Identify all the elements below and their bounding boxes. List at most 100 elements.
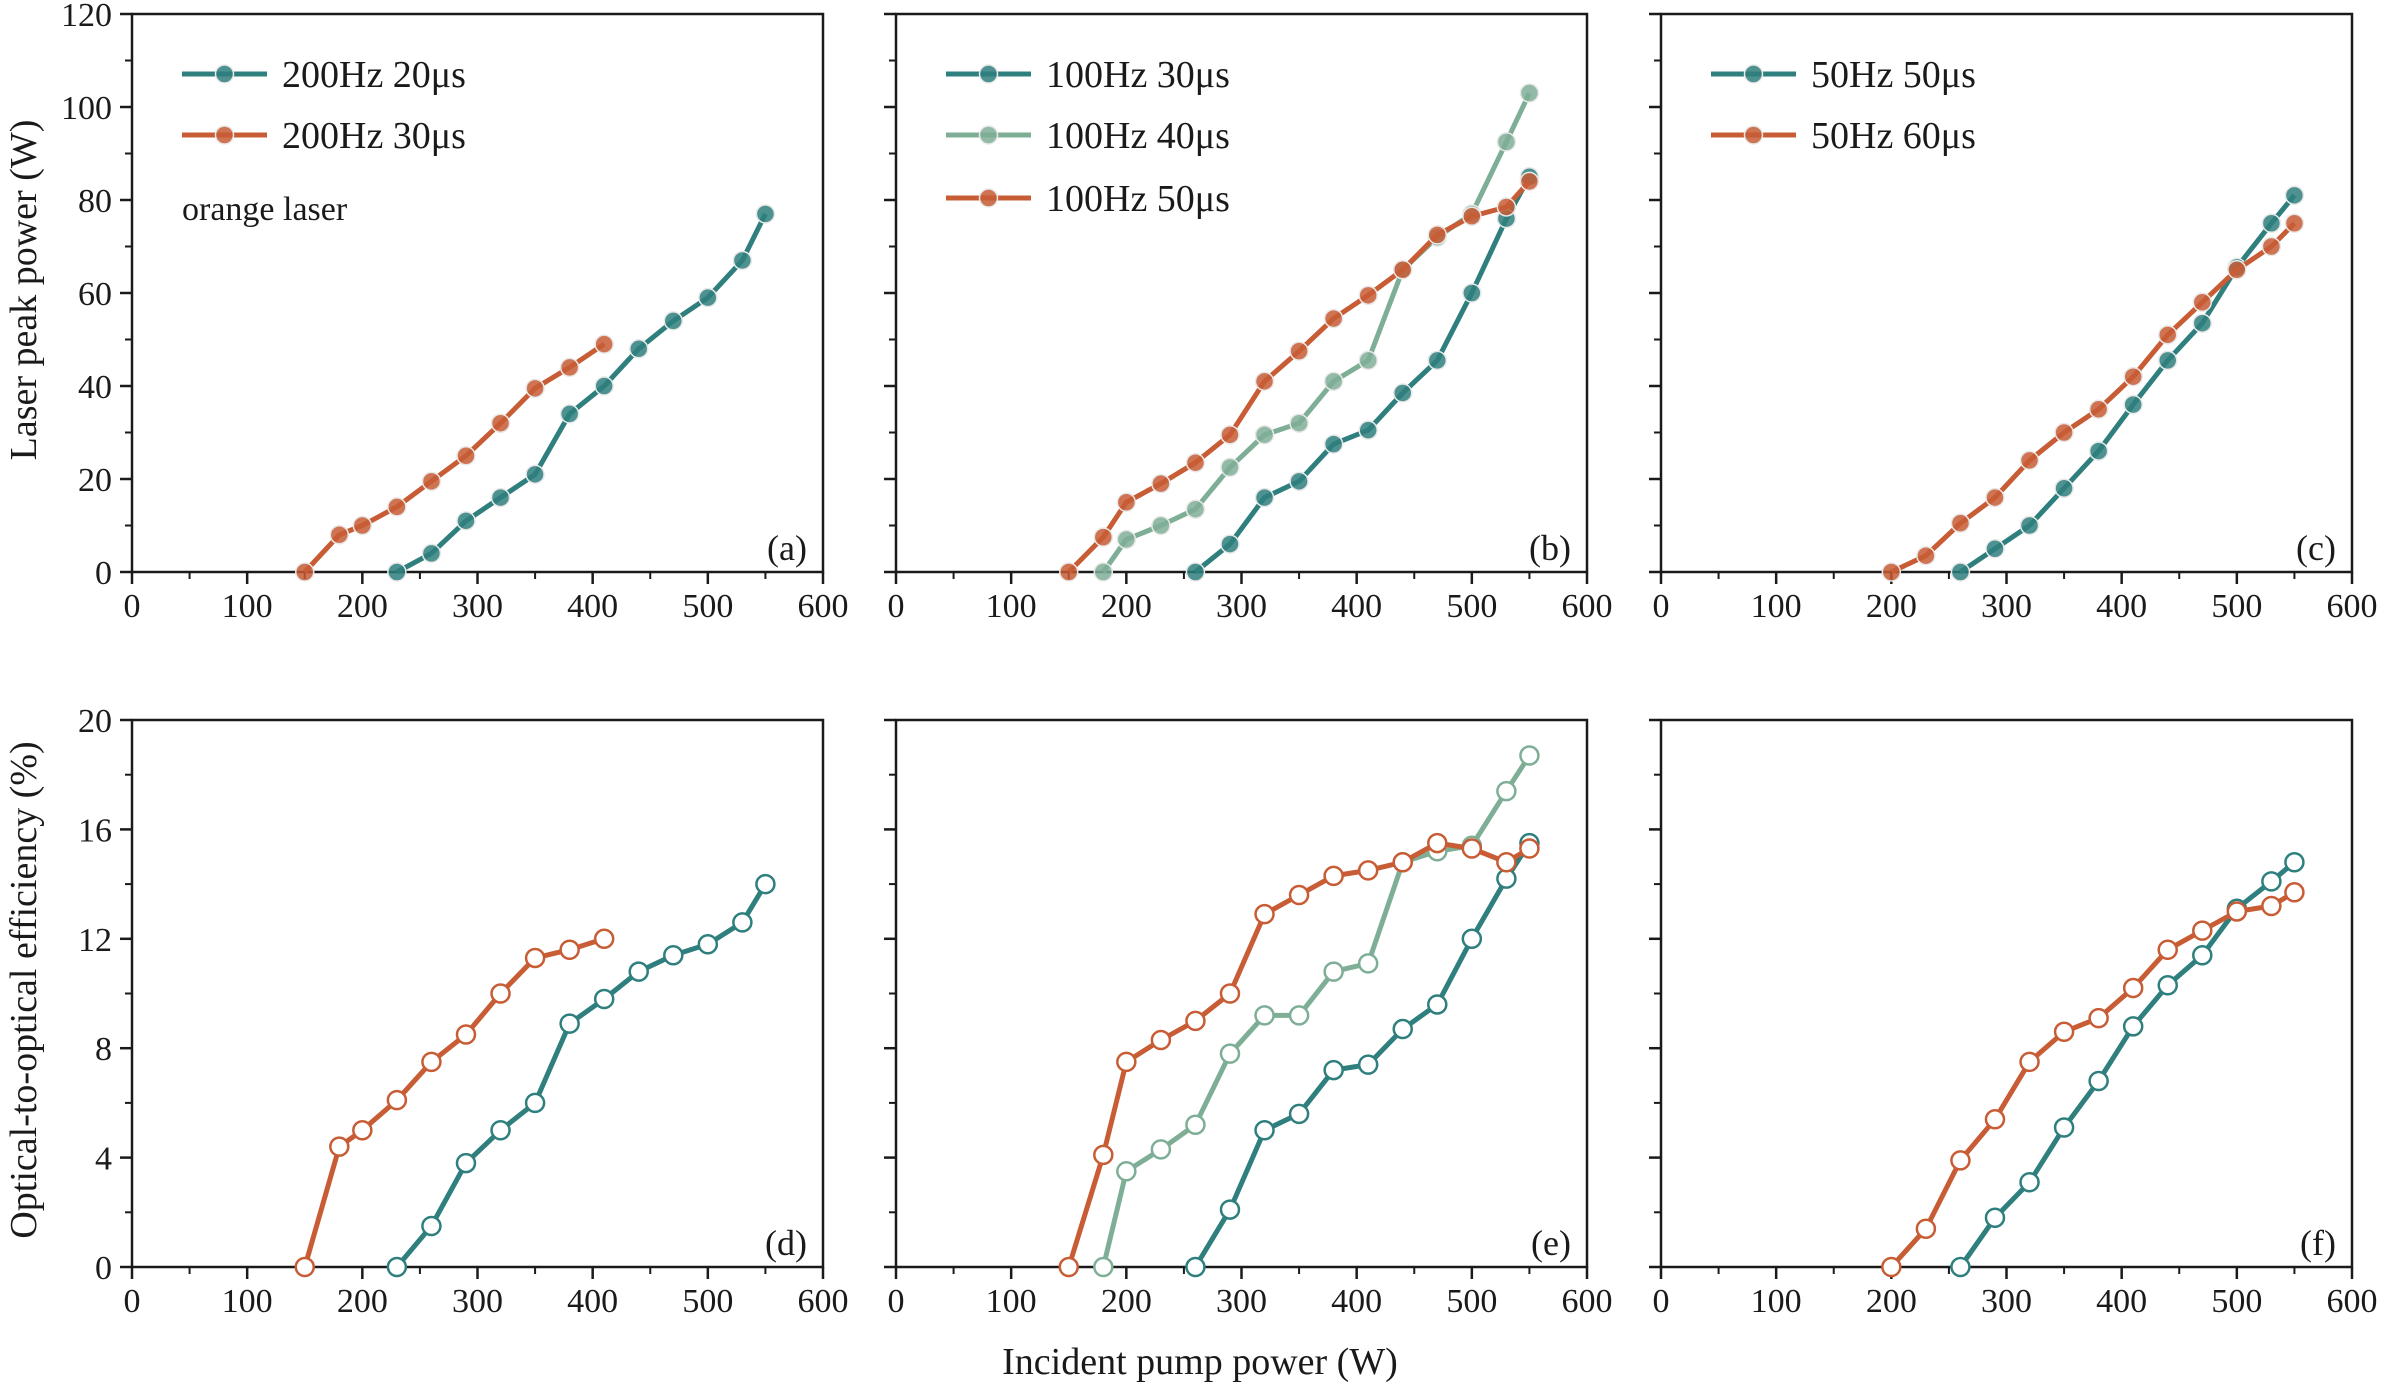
data-point bbox=[2157, 939, 2178, 960]
y-tick-label: 120 bbox=[61, 0, 112, 34]
legend: 100Hz 30μs 100Hz 40μs 100Hz 50μs bbox=[946, 54, 1230, 220]
x-tick-label: 500 bbox=[1446, 1283, 1497, 1320]
plot-frame bbox=[130, 12, 825, 574]
y-tick-label: 20 bbox=[78, 703, 112, 740]
data-point bbox=[1288, 1005, 1310, 1026]
legend-marker bbox=[214, 125, 235, 145]
data-point bbox=[1185, 1256, 1206, 1278]
data-point bbox=[559, 1013, 580, 1034]
data-point bbox=[386, 1089, 408, 1111]
x-tick-label: 200 bbox=[337, 588, 388, 625]
data-point bbox=[2284, 213, 2305, 233]
data-point bbox=[755, 873, 776, 895]
y-axis-title-top: Laser peak power (W) bbox=[3, 120, 45, 461]
data-point bbox=[732, 912, 753, 933]
data-point bbox=[2053, 1021, 2075, 1043]
data-point bbox=[295, 562, 315, 582]
x-tick-label: 600 bbox=[1562, 1283, 1613, 1320]
data-point bbox=[1357, 953, 1379, 974]
legend-marker bbox=[978, 188, 999, 208]
data-point bbox=[386, 1256, 408, 1278]
data-point bbox=[2192, 292, 2213, 313]
series-1 bbox=[386, 873, 776, 1278]
data-point bbox=[1427, 994, 1448, 1015]
series-2 bbox=[1093, 745, 1540, 1278]
data-point bbox=[594, 334, 614, 354]
x-tick-label: 0 bbox=[1653, 1283, 1670, 1320]
data-point bbox=[1496, 851, 1517, 873]
data-point bbox=[2261, 213, 2282, 233]
x-tick-label: 0 bbox=[1653, 588, 1670, 625]
data-point bbox=[1519, 745, 1540, 766]
data-point bbox=[594, 376, 614, 396]
data-point bbox=[1984, 1207, 2006, 1229]
data-point bbox=[294, 1256, 315, 1278]
x-tick-label: 400 bbox=[1331, 1283, 1382, 1320]
data-point bbox=[2122, 977, 2144, 999]
data-point bbox=[559, 404, 580, 424]
annotation-note: orange laser bbox=[182, 191, 348, 228]
data-point bbox=[490, 1120, 511, 1141]
legend-label: 100Hz 50μs bbox=[1046, 178, 1230, 220]
panel-label: (a) bbox=[767, 528, 807, 568]
x-tick-label: 0 bbox=[888, 1283, 905, 1320]
x-tick-label: 0 bbox=[124, 588, 141, 625]
data-point bbox=[2123, 394, 2143, 415]
data-point bbox=[1185, 452, 1206, 473]
data-point bbox=[1427, 225, 1448, 245]
data-point bbox=[732, 250, 753, 271]
data-point bbox=[387, 497, 407, 517]
series-1 bbox=[387, 204, 776, 582]
data-point bbox=[628, 339, 649, 359]
x-tick-label: 300 bbox=[1216, 1283, 1267, 1320]
data-point bbox=[352, 515, 373, 536]
series-line bbox=[1193, 175, 1532, 574]
data-point bbox=[1219, 1199, 1241, 1220]
data-point bbox=[559, 939, 580, 960]
data-point bbox=[2157, 975, 2178, 996]
data-point bbox=[1519, 83, 1540, 103]
legend-label: 200Hz 20μs bbox=[282, 54, 466, 96]
legend-label: 100Hz 40μs bbox=[1046, 115, 1230, 157]
x-tick-label: 600 bbox=[798, 588, 849, 625]
data-point bbox=[1254, 903, 1275, 925]
series-line bbox=[302, 936, 605, 1268]
data-point bbox=[1093, 562, 1114, 582]
data-point bbox=[1254, 425, 1275, 445]
data-point bbox=[1323, 865, 1344, 887]
data-point bbox=[1151, 515, 1171, 536]
y-tick-label: 0 bbox=[95, 1250, 112, 1287]
data-point bbox=[2054, 422, 2074, 443]
data-point bbox=[2088, 399, 2109, 419]
data-point bbox=[2227, 260, 2247, 280]
data-point bbox=[1220, 425, 1240, 445]
legend-marker bbox=[1743, 64, 1764, 84]
data-point bbox=[1950, 1256, 1971, 1278]
x-tick-label: 600 bbox=[798, 1283, 849, 1320]
y-tick-label: 60 bbox=[78, 276, 112, 313]
x-tick-label: 100 bbox=[986, 588, 1037, 625]
x-tick-label: 200 bbox=[1101, 588, 1152, 625]
panel-label: (b) bbox=[1529, 528, 1571, 568]
data-point bbox=[1519, 838, 1540, 859]
data-point bbox=[559, 357, 580, 378]
data-point bbox=[1358, 420, 1378, 440]
x-tick-label: 500 bbox=[682, 1283, 733, 1320]
data-point bbox=[456, 511, 476, 531]
series-3 bbox=[1058, 832, 1540, 1278]
data-point bbox=[697, 934, 719, 955]
data-point bbox=[1288, 884, 1310, 906]
data-point bbox=[1519, 171, 1540, 192]
x-tick-label: 100 bbox=[1751, 1283, 1802, 1320]
data-point bbox=[1254, 371, 1275, 392]
x-axis-title: Incident pump power (W) bbox=[1002, 1341, 1398, 1383]
y-tick-label: 20 bbox=[78, 462, 112, 499]
series-line bbox=[395, 212, 768, 575]
data-point bbox=[1392, 383, 1413, 403]
data-point bbox=[1059, 562, 1079, 582]
data-point bbox=[1185, 562, 1206, 582]
x-tick-label: 400 bbox=[567, 1283, 618, 1320]
panel-4: 0 100 200 300 400 500 600 0 4 8 12 16 20 (d) bbox=[78, 703, 849, 1320]
data-point bbox=[1116, 529, 1137, 550]
x-tick-label: 300 bbox=[452, 588, 503, 625]
